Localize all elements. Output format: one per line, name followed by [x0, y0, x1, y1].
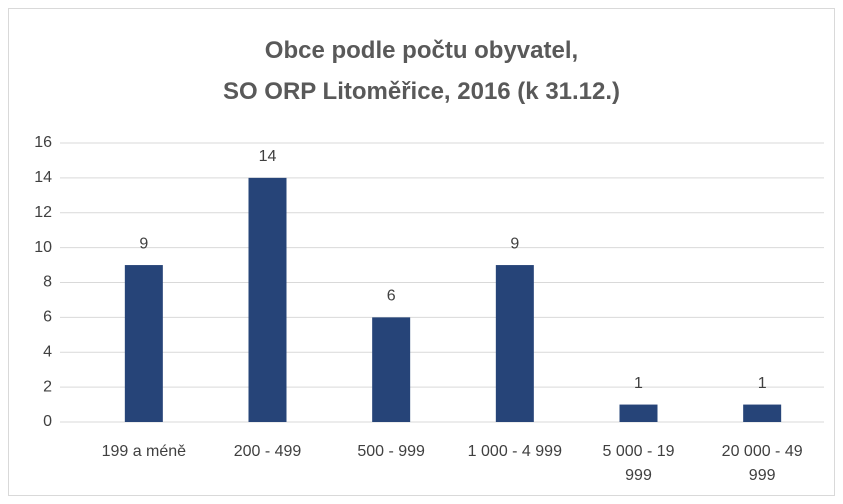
data-label: 9 [510, 235, 519, 252]
x-tick-label: 20 000 - 49 999 [721, 443, 803, 484]
y-tick-label: 16 [34, 134, 52, 151]
y-tick-label: 6 [43, 309, 52, 326]
y-tick-label: 10 [34, 239, 52, 256]
bar [248, 177, 287, 422]
y-tick-label: 14 [34, 169, 52, 186]
data-label: 14 [259, 148, 277, 165]
x-tick-label: 199 a méně [101, 443, 187, 460]
bar [743, 404, 782, 422]
x-tick-label: 1 000 - 4 999 [467, 443, 562, 460]
y-tick-label: 0 [43, 413, 52, 430]
x-tick-label: 5 000 - 19 999 [602, 443, 675, 484]
chart-title: Obce podle počtu obyvatel, SO ORP Litomě… [222, 37, 621, 105]
y-tick-label: 8 [43, 274, 52, 291]
bar [372, 317, 411, 422]
x-tick-label: 500 - 999 [357, 443, 425, 460]
bar [495, 265, 534, 422]
x-tick-label: 200 - 499 [233, 443, 302, 460]
bar [124, 265, 163, 422]
data-label: 6 [387, 288, 396, 305]
y-tick-label: 4 [43, 343, 52, 360]
data-label: 1 [758, 375, 767, 392]
bar [619, 404, 658, 422]
data-label: 1 [634, 375, 643, 392]
y-tick-label: 2 [43, 378, 52, 395]
y-tick-label: 12 [34, 204, 52, 221]
data-label: 9 [139, 235, 148, 252]
